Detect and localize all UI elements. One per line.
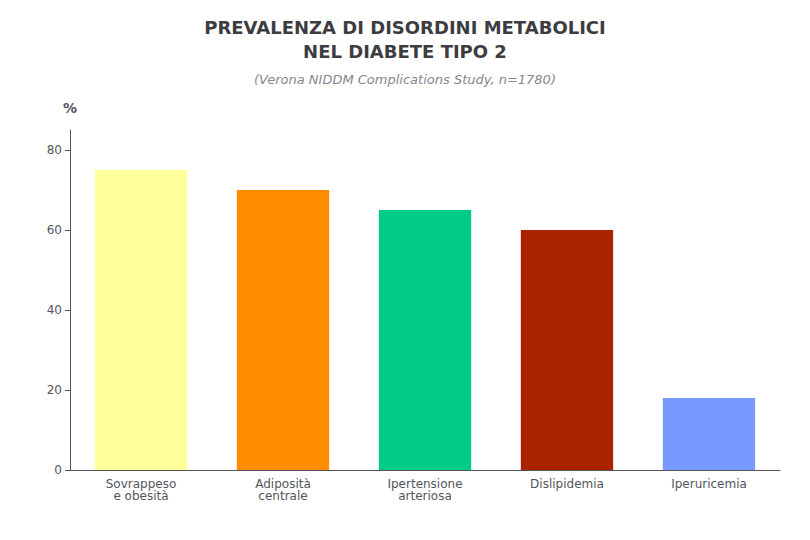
svg-text:(Verona NIDDM Complications St: (Verona NIDDM Complications Study, n=178… (254, 72, 556, 87)
svg-text:centrale: centrale (258, 489, 307, 503)
svg-text:e obesità: e obesità (113, 489, 168, 503)
svg-text:%: % (63, 100, 77, 116)
svg-text:Sovrappeso: Sovrappeso (105, 477, 177, 491)
svg-text:40: 40 (47, 303, 62, 317)
svg-text:Dislipidemia: Dislipidemia (530, 477, 604, 491)
svg-text:arteriosa: arteriosa (398, 489, 452, 503)
svg-text:NEL DIABETE TIPO 2: NEL DIABETE TIPO 2 (303, 41, 507, 62)
svg-text:0: 0 (54, 463, 62, 477)
svg-text:60: 60 (47, 223, 62, 237)
svg-text:80: 80 (47, 143, 62, 157)
svg-text:Ipertensione: Ipertensione (387, 477, 463, 491)
svg-text:Adiposità: Adiposità (255, 477, 311, 491)
svg-text:PREVALENZA DI DISORDINI METABO: PREVALENZA DI DISORDINI METABOLICI (204, 17, 606, 38)
svg-text:20: 20 (47, 383, 62, 397)
svg-text:Iperuricemia: Iperuricemia (671, 477, 747, 491)
